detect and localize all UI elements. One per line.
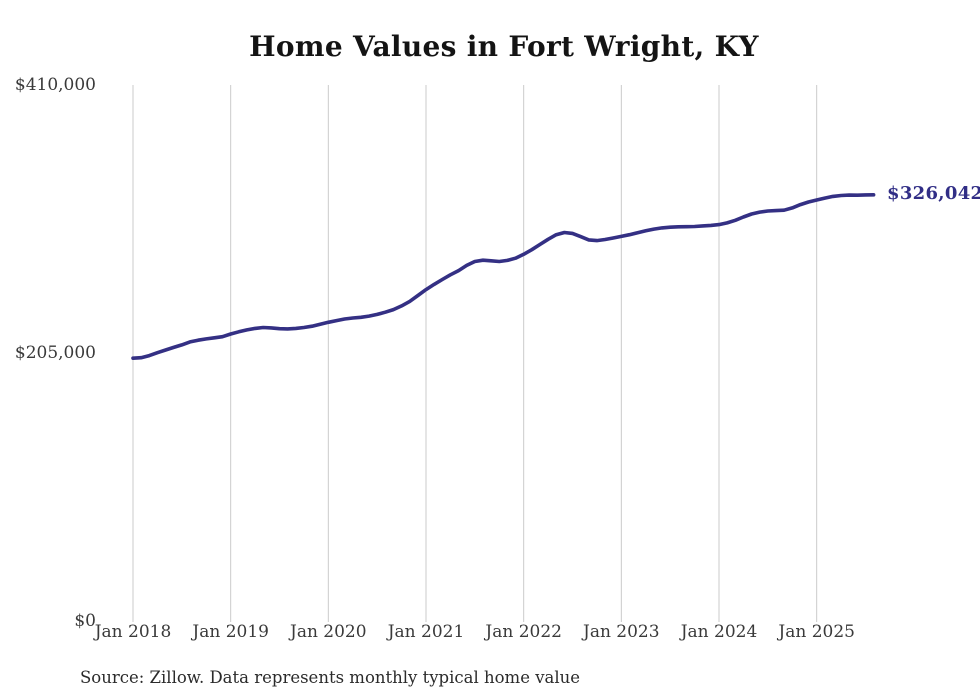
home-value-line [131, 193, 876, 360]
y-axis-tick-label-410000: $410,000 [14, 75, 96, 95]
x-axis-tick-label-jan-2020: Jan 2020 [290, 622, 367, 642]
x-axis-tick-label-jan-2024: Jan 2024 [680, 622, 758, 642]
end-value-label: $326,042 [887, 182, 980, 204]
x-axis-tick-label-jan-2023: Jan 2023 [583, 622, 660, 642]
chart-title: Home Values in Fort Wright, KY [249, 30, 759, 63]
x-axis-tick-label-jan-2018: Jan 2018 [94, 622, 172, 642]
source-caption: Source: Zillow. Data represents monthly … [80, 668, 581, 687]
x-axis-tick-label-jan-2021: Jan 2021 [387, 622, 465, 642]
y-axis-tick-label-205000: $205,000 [14, 343, 96, 363]
x-axis-tick-label-jan-2025: Jan 2025 [778, 622, 855, 642]
x-axis-tick-label-jan-2019: Jan 2019 [192, 622, 269, 642]
y-axis-tick-label-0: $0 [74, 611, 96, 631]
gridlines [132, 85, 818, 622]
x-axis-tick-label-jan-2022: Jan 2022 [485, 622, 562, 642]
